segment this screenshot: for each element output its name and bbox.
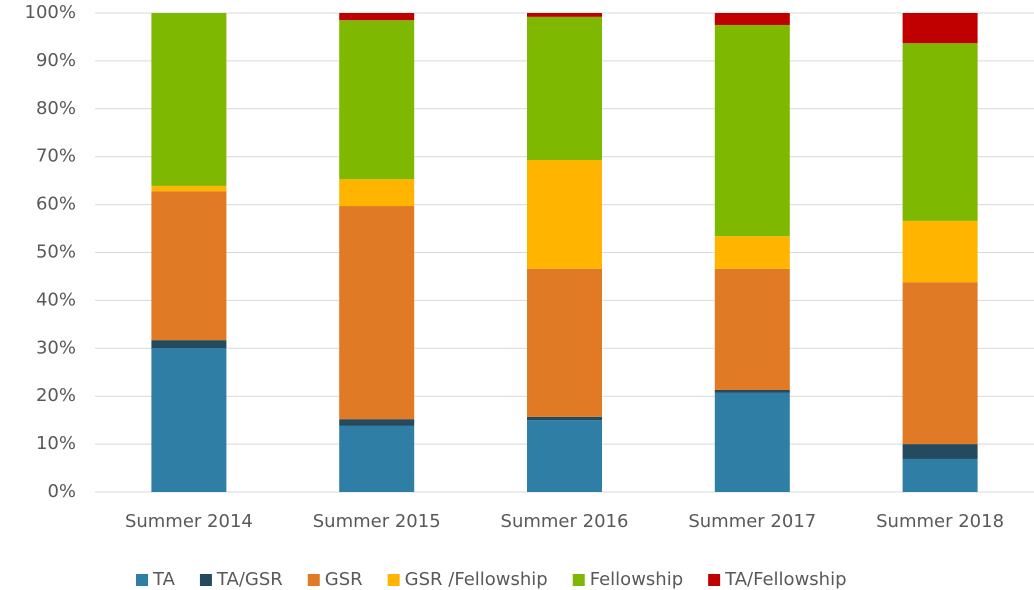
bar-segment: [902, 43, 978, 221]
x-tick-label: Summer 2014: [125, 511, 253, 532]
y-tick-label: 40%: [36, 289, 76, 310]
bar-segment: [527, 420, 602, 492]
bar-segment: [527, 160, 602, 269]
legend-label: TA/Fellowship: [724, 569, 846, 590]
y-tick-label: 60%: [36, 194, 76, 215]
bar-segment: [527, 416, 602, 421]
bar-segment: [714, 268, 790, 390]
y-tick-label: 0%: [47, 481, 76, 502]
bar-segment: [339, 419, 415, 426]
y-tick-label: 70%: [36, 146, 76, 167]
y-tick-label: 100%: [25, 2, 76, 23]
x-tick-label: Summer 2015: [313, 511, 441, 532]
bar-segment: [902, 444, 978, 459]
legend-swatch: [387, 574, 400, 586]
legend-swatch: [572, 574, 585, 586]
legend-label: GSR: [325, 569, 363, 590]
bar-segment: [151, 348, 227, 492]
bar-segment: [339, 425, 415, 492]
y-tick-label: 80%: [36, 98, 76, 119]
x-tick-label: Summer 2016: [501, 511, 629, 532]
x-tick-label: Summer 2018: [876, 511, 1004, 532]
bar-segment: [714, 392, 790, 492]
legend-label: Fellowship: [590, 569, 683, 590]
bar-segment: [339, 20, 415, 180]
legend-swatch: [708, 574, 721, 586]
bar-segment: [151, 185, 227, 192]
legend-label: TA: [152, 569, 176, 590]
bar-segment: [714, 389, 790, 393]
bar-segment: [902, 13, 978, 44]
bar-segment: [339, 179, 415, 207]
bar-segment: [339, 13, 415, 21]
y-tick-label: 90%: [36, 50, 76, 71]
y-tick-label: 10%: [36, 433, 76, 454]
x-tick-label: Summer 2017: [688, 511, 816, 532]
bar-segment: [902, 282, 978, 445]
bar-segment: [902, 458, 978, 492]
y-tick-label: 20%: [36, 385, 76, 406]
legend-label: TA/GSR: [216, 569, 283, 590]
bar-segment: [151, 340, 227, 349]
bar-segment: [902, 220, 978, 283]
y-tick-label: 30%: [36, 337, 76, 358]
bar-segment: [339, 206, 415, 420]
bar-segment: [527, 16, 602, 161]
y-tick-label: 50%: [36, 242, 76, 263]
legend-swatch: [307, 574, 320, 586]
legend-label: GSR /Fellowship: [405, 569, 548, 590]
bar-segment: [151, 191, 227, 341]
legend-swatch: [136, 574, 148, 586]
legend-swatch: [199, 574, 212, 586]
bar-segment: [151, 13, 227, 186]
bar-segment: [714, 236, 790, 269]
bar-segment: [714, 13, 790, 25]
bar-segment: [527, 268, 602, 417]
bar-segment: [714, 24, 790, 237]
bar-segment: [527, 13, 602, 17]
